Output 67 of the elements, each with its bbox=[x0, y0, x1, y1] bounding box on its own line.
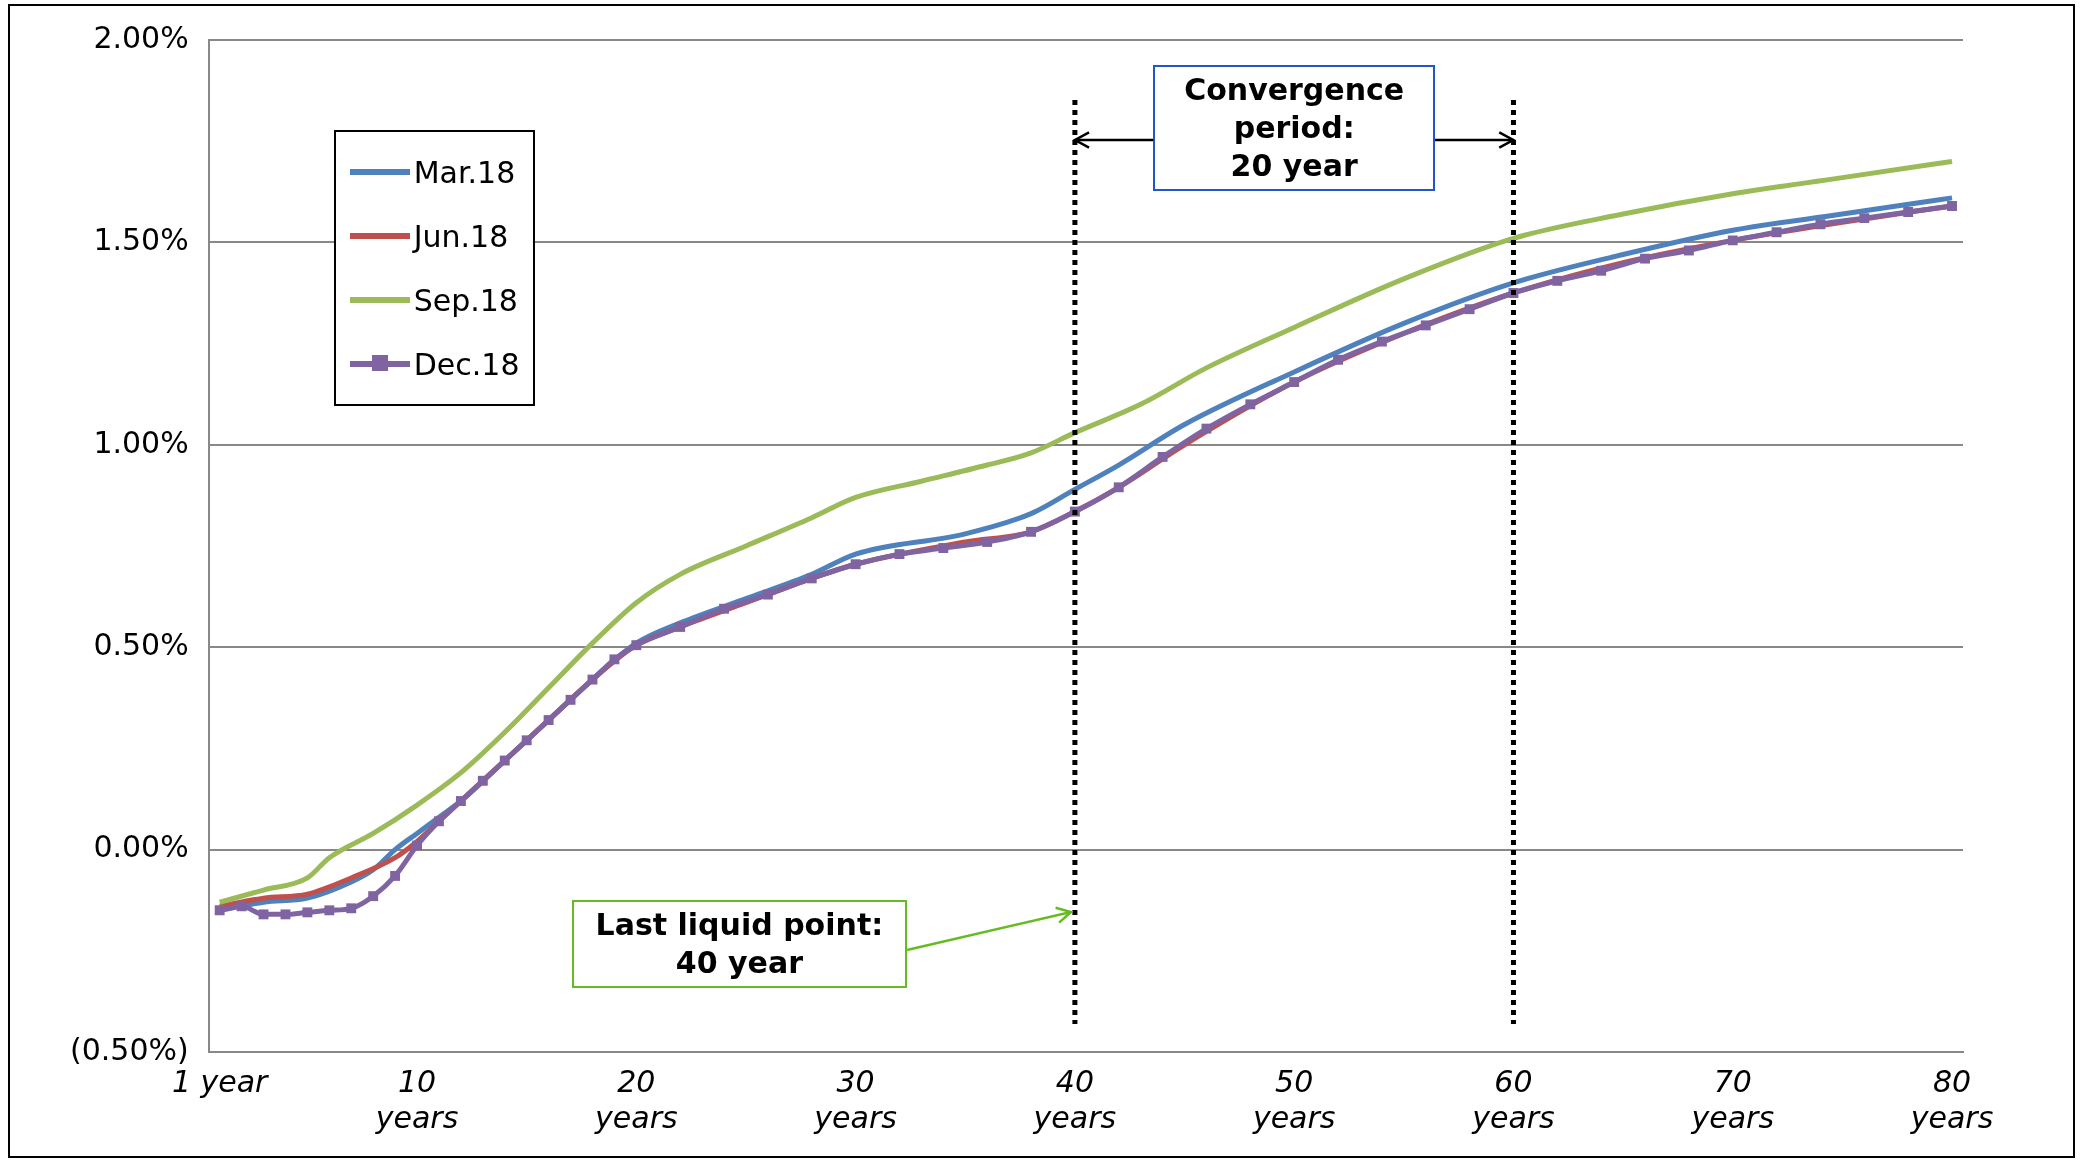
point bbox=[1771, 227, 1782, 238]
point bbox=[455, 796, 466, 806]
point bbox=[1026, 526, 1036, 537]
point bbox=[1420, 320, 1431, 331]
point bbox=[302, 907, 313, 918]
legend-label: Mar.18 bbox=[413, 154, 516, 190]
legend-label: Sep.18 bbox=[413, 282, 518, 318]
x-tick-label: 80 years bbox=[1909, 1063, 1994, 1135]
x-tick-label: 40 years bbox=[1032, 1063, 1117, 1135]
y-tick-label: 2.00% bbox=[93, 19, 189, 55]
point bbox=[477, 775, 488, 786]
point bbox=[1333, 354, 1343, 365]
point bbox=[609, 654, 620, 665]
y-tick-label: 0.00% bbox=[93, 829, 189, 865]
point bbox=[543, 715, 554, 726]
point bbox=[258, 909, 269, 920]
point bbox=[587, 674, 598, 685]
point bbox=[1727, 235, 1738, 246]
point bbox=[499, 755, 510, 766]
point bbox=[1201, 423, 1212, 434]
point bbox=[236, 901, 247, 912]
point bbox=[280, 909, 291, 920]
point bbox=[1683, 245, 1694, 256]
point bbox=[1640, 253, 1650, 264]
point bbox=[1289, 377, 1300, 388]
annotation: Convergence period: 20 year bbox=[1153, 65, 1436, 191]
point bbox=[1596, 265, 1607, 276]
point bbox=[1464, 304, 1475, 315]
point bbox=[368, 891, 379, 902]
point bbox=[1552, 275, 1563, 286]
point bbox=[521, 735, 532, 746]
x-tick-label: 60 years bbox=[1471, 1063, 1555, 1135]
point bbox=[938, 543, 949, 553]
point bbox=[1947, 201, 1957, 211]
point bbox=[762, 589, 773, 600]
legend-label: Dec.18 bbox=[413, 346, 520, 382]
y-tick-label: 0.50% bbox=[93, 627, 189, 662]
point bbox=[894, 549, 905, 560]
point bbox=[1815, 219, 1826, 230]
x-tick-label: 20 years bbox=[594, 1063, 678, 1135]
point bbox=[1113, 482, 1124, 493]
point bbox=[850, 559, 861, 570]
point bbox=[346, 903, 357, 914]
point bbox=[565, 694, 576, 705]
y-tick-label: 1.00% bbox=[93, 424, 189, 460]
point bbox=[806, 573, 817, 584]
y-tick-label: 1.50% bbox=[93, 222, 189, 258]
point bbox=[324, 905, 335, 916]
annotation: Last liquid point: 40 year bbox=[571, 900, 907, 989]
x-tick-label: 10 years bbox=[374, 1063, 459, 1135]
point bbox=[214, 905, 225, 916]
point bbox=[1245, 399, 1256, 410]
x-tick-label: 70 years bbox=[1690, 1063, 1775, 1135]
point bbox=[1157, 451, 1168, 462]
point bbox=[434, 816, 444, 827]
point bbox=[675, 622, 686, 632]
point bbox=[412, 840, 422, 851]
point bbox=[982, 537, 993, 547]
point bbox=[719, 603, 729, 614]
point bbox=[390, 870, 401, 881]
x-tick-label: 50 years bbox=[1251, 1063, 1336, 1135]
point bbox=[1903, 207, 1914, 217]
x-tick-label: 30 years bbox=[813, 1063, 897, 1135]
point bbox=[631, 640, 642, 651]
point bbox=[1376, 336, 1387, 347]
legend-label: Jun.18 bbox=[413, 218, 509, 254]
point bbox=[1859, 213, 1870, 224]
